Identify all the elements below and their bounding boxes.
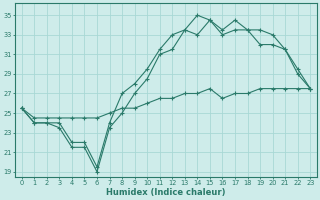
X-axis label: Humidex (Indice chaleur): Humidex (Indice chaleur) bbox=[106, 188, 226, 197]
